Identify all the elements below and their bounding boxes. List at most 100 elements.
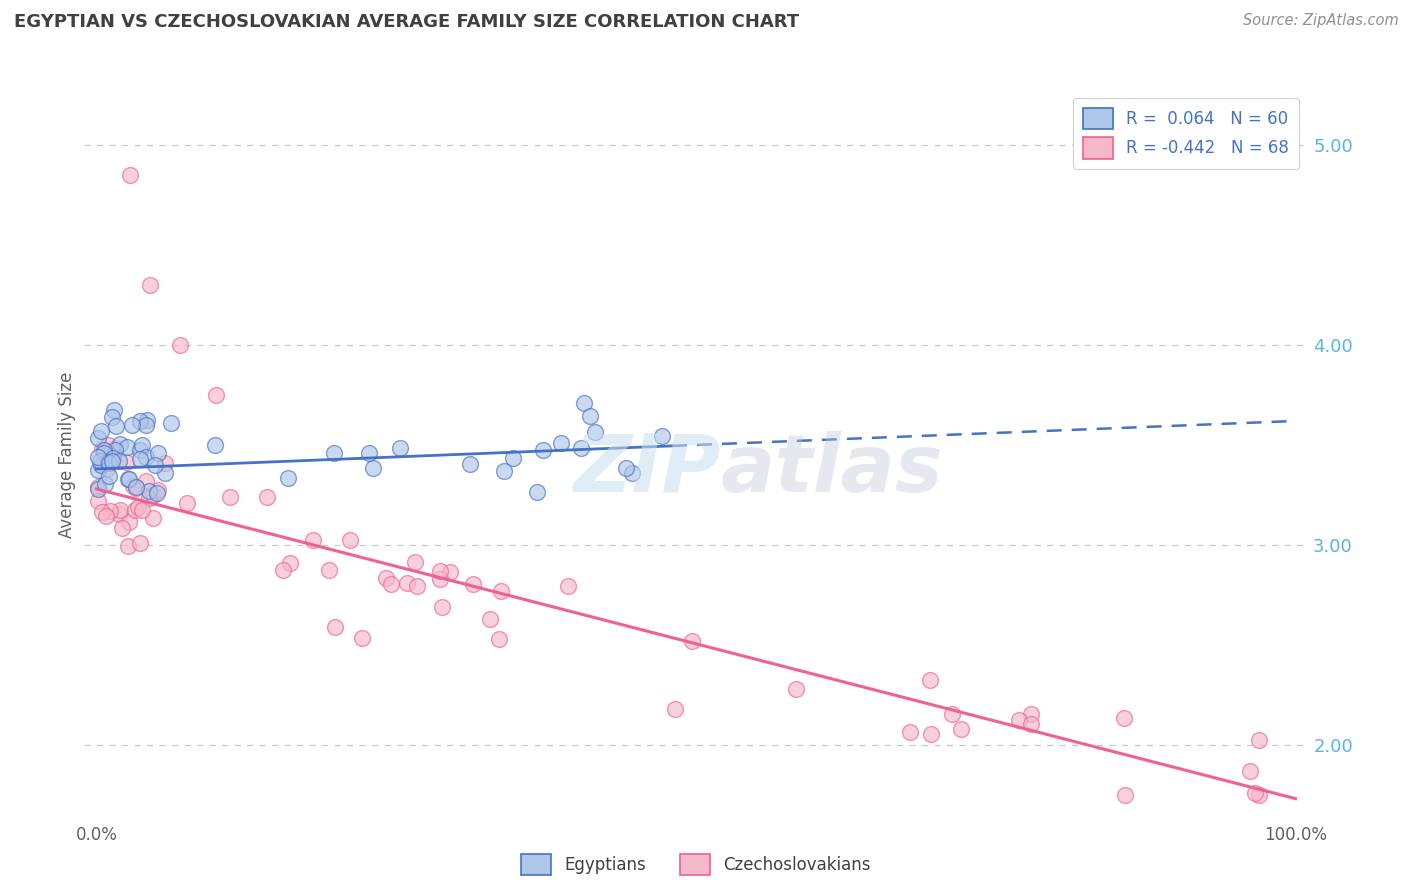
Point [97,469,120,483]
Point [87,480,110,494]
Point [117,539,139,553]
Point [429,564,451,578]
Point [583,425,606,439]
Point [920,673,942,688]
Point [1008,713,1031,727]
Point [278,556,301,570]
Point [531,442,554,457]
Point [115,440,138,454]
Point [526,484,548,499]
Point [1239,764,1261,778]
Point [97,455,120,469]
Point [143,458,166,472]
Point [91,505,114,519]
Point [111,521,134,535]
Point [97,437,120,451]
Point [375,571,398,585]
Point [93,446,115,460]
Point [621,466,644,480]
Point [148,446,170,460]
Point [461,577,484,591]
Point [86,431,108,445]
Point [96,462,118,476]
Point [101,453,124,467]
Point [97,456,120,470]
Point [1244,787,1267,801]
Point [121,417,143,432]
Point [138,491,160,505]
Point [339,533,361,547]
Point [395,576,418,591]
Point [135,474,157,488]
Point [271,562,294,576]
Point [502,451,524,466]
Point [488,632,510,646]
Point [101,450,124,465]
Point [920,727,942,741]
Point [256,491,278,505]
Point [550,436,572,450]
Point [108,502,131,516]
Point [107,454,129,468]
Point [664,702,686,716]
Point [105,419,128,434]
Point [429,572,451,586]
Text: atlas: atlas [720,431,943,508]
Point [103,403,125,417]
Point [135,417,157,432]
Point [1249,732,1271,747]
Point [160,416,183,430]
Point [302,533,325,548]
Point [1114,788,1136,802]
Point [153,466,176,480]
Point [572,395,595,409]
Point [117,471,139,485]
Point [1019,717,1042,731]
Point [86,463,108,477]
Point [949,723,972,737]
Point [898,725,921,739]
Point [363,461,385,475]
Point [176,496,198,510]
Point [204,438,226,452]
Point [138,483,160,498]
Point [439,566,461,580]
Point [136,412,159,426]
Text: Source: ZipAtlas.com: Source: ZipAtlas.com [1243,13,1399,29]
Point [135,450,157,464]
Point [118,168,141,182]
Point [129,452,152,467]
Point [323,620,346,634]
Text: ZIP: ZIP [574,431,720,508]
Point [205,388,228,402]
Point [89,454,111,468]
Point [941,707,963,722]
Point [478,612,501,626]
Point [127,500,149,515]
Point [86,494,108,508]
Legend: Egyptians, Czechoslovakians: Egyptians, Czechoslovakians [515,847,877,882]
Point [153,456,176,470]
Point [169,338,191,352]
Text: EGYPTIAN VS CZECHOSLOVAKIAN AVERAGE FAMILY SIZE CORRELATION CHART: EGYPTIAN VS CZECHOSLOVAKIAN AVERAGE FAMI… [14,13,799,31]
Point [86,450,108,464]
Point [218,490,240,504]
Point [489,584,512,599]
Point [98,454,121,468]
Point [681,633,703,648]
Point [129,442,152,457]
Point [492,464,515,478]
Point [1021,706,1043,721]
Point [1247,788,1270,802]
Point [146,486,169,500]
Point [93,476,115,491]
Point [785,682,807,697]
Point [121,479,143,493]
Point [131,503,153,517]
Point [579,409,602,423]
Point [359,445,381,459]
Point [93,443,115,458]
Point [142,511,165,525]
Point [117,472,139,486]
Point [97,451,120,466]
